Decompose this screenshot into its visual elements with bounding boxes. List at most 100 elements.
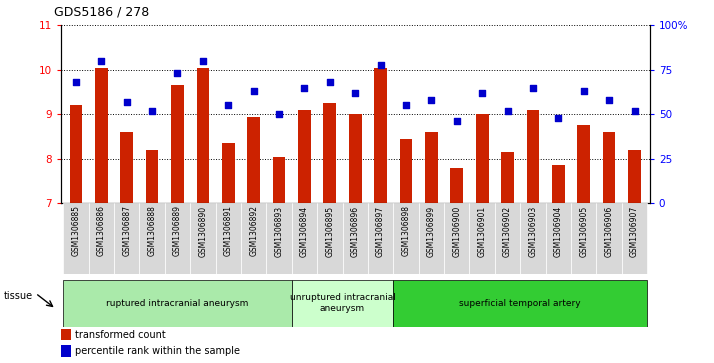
Point xyxy=(96,58,107,64)
Text: GSM1306902: GSM1306902 xyxy=(503,205,512,257)
Bar xyxy=(521,203,545,274)
Bar xyxy=(241,203,266,274)
Bar xyxy=(343,203,368,274)
Point xyxy=(172,70,183,76)
Bar xyxy=(578,126,590,203)
Point xyxy=(502,108,513,114)
Bar xyxy=(527,110,539,203)
Bar xyxy=(292,203,317,274)
Text: GSM1306891: GSM1306891 xyxy=(223,205,233,256)
Bar xyxy=(368,203,393,274)
Text: ruptured intracranial aneurysm: ruptured intracranial aneurysm xyxy=(106,299,248,307)
Bar xyxy=(418,203,444,274)
Bar xyxy=(596,203,622,274)
Bar xyxy=(69,105,82,203)
Text: GSM1306886: GSM1306886 xyxy=(97,205,106,256)
Text: tissue: tissue xyxy=(4,291,33,301)
Bar xyxy=(64,280,292,327)
Point xyxy=(629,108,640,114)
Bar xyxy=(95,68,108,203)
Bar xyxy=(247,117,260,203)
Point xyxy=(121,99,132,105)
Point xyxy=(197,58,208,64)
Bar xyxy=(425,132,438,203)
Text: GSM1306897: GSM1306897 xyxy=(376,205,385,257)
Bar xyxy=(64,203,89,274)
Bar xyxy=(273,156,286,203)
Bar xyxy=(628,150,641,203)
Point xyxy=(401,102,412,108)
Bar xyxy=(545,203,571,274)
Bar xyxy=(393,280,647,327)
Text: superficial temporal artery: superficial temporal artery xyxy=(459,299,581,307)
Point xyxy=(273,111,285,117)
Text: GSM1306901: GSM1306901 xyxy=(478,205,487,257)
Bar xyxy=(190,203,216,274)
Point xyxy=(578,88,590,94)
Point xyxy=(451,119,463,125)
Point xyxy=(603,97,615,103)
Text: GSM1306889: GSM1306889 xyxy=(173,205,182,256)
Bar xyxy=(171,85,183,203)
Bar xyxy=(298,110,311,203)
Text: GSM1306906: GSM1306906 xyxy=(605,205,613,257)
Bar xyxy=(121,132,133,203)
Bar xyxy=(451,168,463,203)
Bar xyxy=(444,203,470,274)
Bar xyxy=(470,203,495,274)
Point xyxy=(146,108,158,114)
Bar xyxy=(501,152,514,203)
Text: GSM1306904: GSM1306904 xyxy=(554,205,563,257)
Text: GSM1306892: GSM1306892 xyxy=(249,205,258,256)
Text: GSM1306885: GSM1306885 xyxy=(71,205,81,256)
Text: GSM1306903: GSM1306903 xyxy=(528,205,538,257)
Point xyxy=(324,79,336,85)
Bar xyxy=(216,203,241,274)
Point xyxy=(426,97,437,103)
Bar xyxy=(266,203,292,274)
Text: GSM1306900: GSM1306900 xyxy=(452,205,461,257)
Point xyxy=(349,90,361,96)
Bar xyxy=(196,68,209,203)
Text: percentile rank within the sample: percentile rank within the sample xyxy=(76,346,241,356)
Text: GSM1306907: GSM1306907 xyxy=(630,205,639,257)
Point xyxy=(527,85,538,90)
Point xyxy=(476,90,488,96)
Point xyxy=(70,79,81,85)
Text: GSM1306894: GSM1306894 xyxy=(300,205,309,257)
Bar xyxy=(292,280,393,327)
Point xyxy=(298,85,310,90)
Bar xyxy=(61,329,71,340)
Text: GSM1306896: GSM1306896 xyxy=(351,205,360,257)
Point xyxy=(553,115,564,121)
Text: GDS5186 / 278: GDS5186 / 278 xyxy=(54,5,149,18)
Bar xyxy=(476,114,488,203)
Bar xyxy=(61,345,71,357)
Bar xyxy=(495,203,521,274)
Bar xyxy=(349,114,361,203)
Bar xyxy=(622,203,647,274)
Point xyxy=(223,102,234,108)
Text: GSM1306890: GSM1306890 xyxy=(198,205,207,257)
Bar xyxy=(323,103,336,203)
Text: transformed count: transformed count xyxy=(76,330,166,340)
Text: GSM1306905: GSM1306905 xyxy=(579,205,588,257)
Bar xyxy=(393,203,418,274)
Bar xyxy=(571,203,596,274)
Text: GSM1306899: GSM1306899 xyxy=(427,205,436,257)
Text: GSM1306895: GSM1306895 xyxy=(326,205,334,257)
Text: GSM1306887: GSM1306887 xyxy=(122,205,131,256)
Bar xyxy=(552,166,565,203)
Bar xyxy=(400,139,413,203)
Text: GSM1306893: GSM1306893 xyxy=(275,205,283,257)
Bar xyxy=(603,132,615,203)
Point xyxy=(248,88,259,94)
Bar xyxy=(317,203,343,274)
Bar xyxy=(374,68,387,203)
Text: GSM1306888: GSM1306888 xyxy=(148,205,156,256)
Bar xyxy=(146,150,159,203)
Bar xyxy=(114,203,139,274)
Bar xyxy=(222,143,235,203)
Bar xyxy=(139,203,165,274)
Point xyxy=(375,62,386,68)
